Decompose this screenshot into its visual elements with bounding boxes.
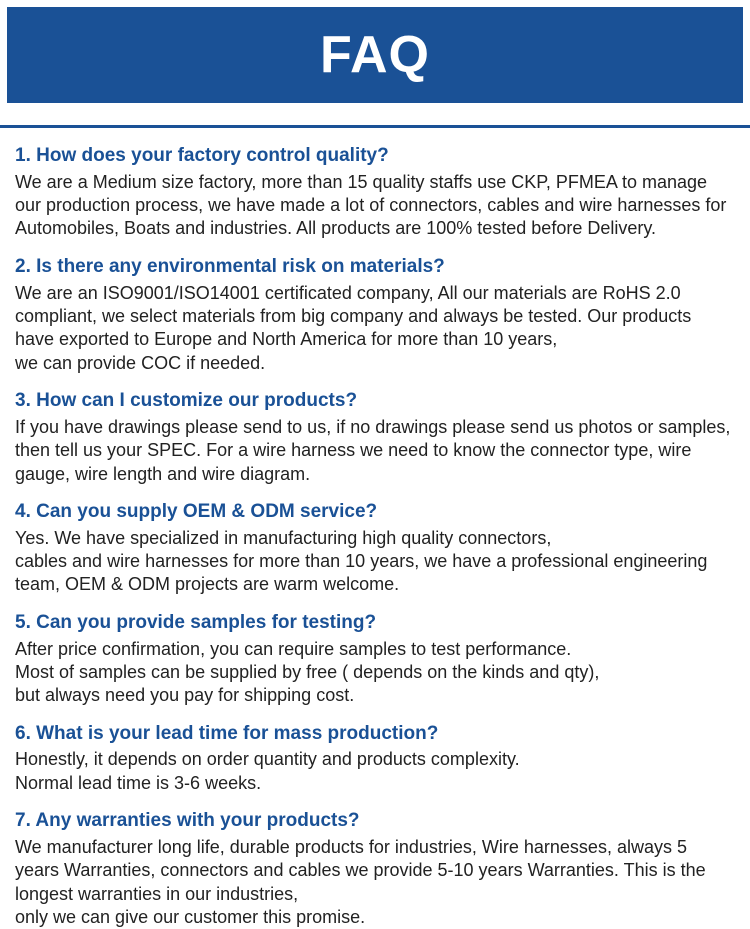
faq-answer: We are an ISO9001/ISO14001 certificated … xyxy=(15,282,735,376)
page-title: FAQ xyxy=(320,25,430,85)
faq-question: 5. Can you provide samples for testing? xyxy=(15,611,735,636)
faq-answer: Yes. We have specialized in manufacturin… xyxy=(15,527,735,597)
faq-question: 1. How does your factory control quality… xyxy=(15,144,735,169)
faq-answer: We manufacturer long life, durable produ… xyxy=(15,836,735,929)
faq-question: 3. How can I customize our products? xyxy=(15,389,735,414)
faq-question: 6. What is your lead time for mass produ… xyxy=(15,722,735,747)
faq-item: 1. How does your factory control quality… xyxy=(15,144,735,241)
faq-header: FAQ xyxy=(5,5,745,105)
faq-item: 3. How can I customize our products? If … xyxy=(15,389,735,486)
faq-item: 5. Can you provide samples for testing? … xyxy=(15,611,735,708)
faq-item: 6. What is your lead time for mass produ… xyxy=(15,722,735,795)
faq-item: 7. Any warranties with your products? We… xyxy=(15,809,735,929)
faq-question: 7. Any warranties with your products? xyxy=(15,809,735,834)
faq-answer: If you have drawings please send to us, … xyxy=(15,416,735,486)
faq-answer: Honestly, it depends on order quantity a… xyxy=(15,748,735,795)
faq-answer: We are a Medium size factory, more than … xyxy=(15,171,735,241)
faq-item: 2. Is there any environmental risk on ma… xyxy=(15,255,735,375)
faq-answer: After price confirmation, you can requir… xyxy=(15,638,735,708)
faq-item: 4. Can you supply OEM & ODM service? Yes… xyxy=(15,500,735,597)
faq-question: 2. Is there any environmental risk on ma… xyxy=(15,255,735,280)
faq-list: 1. How does your factory control quality… xyxy=(0,128,750,929)
faq-question: 4. Can you supply OEM & ODM service? xyxy=(15,500,735,525)
